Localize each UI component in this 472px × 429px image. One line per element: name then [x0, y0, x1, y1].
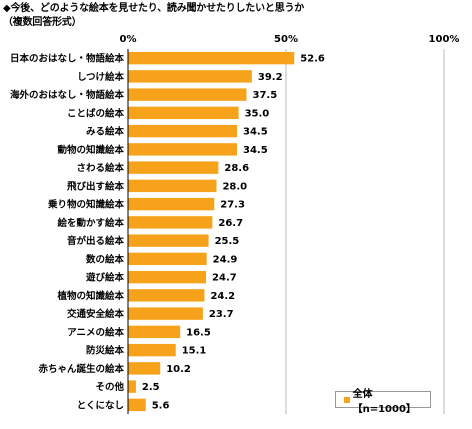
category-label: アニメの絵本 [67, 326, 124, 338]
value-label: 10.2 [166, 364, 191, 375]
value-label: 27.3 [220, 200, 245, 211]
bar [128, 234, 209, 247]
bar [128, 216, 213, 229]
bar [128, 343, 176, 357]
value-label: 52.6 [300, 54, 325, 65]
tick-label: 100% [429, 34, 460, 45]
category-label: その他 [95, 381, 124, 393]
bar [128, 307, 203, 320]
bar [128, 270, 207, 284]
bar [128, 197, 215, 211]
category-label: ことばの絵本 [67, 107, 125, 119]
value-label: 23.7 [209, 309, 234, 320]
bar [128, 398, 146, 412]
value-label: 37.5 [253, 90, 278, 101]
bar [128, 289, 205, 302]
bar [128, 106, 239, 120]
chart-title: ◆今後、どのような絵本を見せたり、読み聞かせたりしたいと思うか [3, 3, 305, 14]
tick-label: 50% [274, 34, 298, 45]
bar [128, 161, 219, 174]
chart-subtitle: （複数回答形式） [3, 17, 82, 28]
category-label: 飛び出す絵本 [66, 180, 125, 192]
category-label: とくになし [77, 400, 124, 411]
value-label: 34.5 [243, 145, 268, 156]
category-label: 遊び絵本 [86, 272, 125, 284]
bar [128, 51, 295, 65]
category-label: 赤ちゃん誕生の絵本 [38, 363, 124, 375]
category-label: 音が出る絵本 [67, 235, 125, 247]
value-label: 24.9 [213, 254, 238, 265]
bar [128, 88, 247, 101]
value-label: 35.0 [245, 108, 270, 119]
value-label: 39.2 [258, 72, 283, 83]
bar [128, 70, 252, 83]
bar [128, 380, 136, 393]
value-label: 16.5 [186, 327, 211, 338]
bar [128, 124, 238, 138]
bar [128, 143, 238, 156]
value-label: 34.5 [243, 127, 268, 138]
bar [128, 252, 207, 266]
category-label: 日本のおはなし・物語絵本 [10, 53, 125, 65]
category-label: 動物の知識絵本 [57, 144, 124, 156]
value-label: 24.2 [210, 291, 235, 302]
value-label: 28.6 [224, 163, 249, 174]
tick-label: 0% [120, 34, 137, 45]
legend-swatch [344, 396, 350, 403]
category-label: 数の絵本 [85, 253, 125, 265]
legend: 全体【n=1000】 [335, 389, 431, 415]
category-label: 植物の知識絵本 [56, 290, 124, 302]
legend-label: 全体【n=1000】 [352, 388, 416, 415]
value-label: 2.5 [142, 382, 160, 393]
category-label: 防災絵本 [86, 345, 125, 357]
category-label: 交通安全絵本 [67, 308, 125, 320]
bar [128, 179, 217, 193]
bar [128, 325, 181, 339]
category-label: 絵を動かす絵本 [57, 217, 124, 229]
value-label: 24.7 [212, 273, 237, 284]
category-label: さわる絵本 [76, 162, 124, 174]
value-label: 25.5 [215, 236, 240, 247]
value-label: 28.0 [222, 181, 247, 192]
category-label: しつけ絵本 [77, 71, 124, 83]
value-label: 15.1 [182, 346, 207, 357]
value-label: 5.6 [152, 400, 170, 411]
value-label: 26.7 [218, 218, 243, 229]
bar [128, 362, 161, 375]
category-label: 海外のおはなし・物語絵本 [10, 89, 125, 101]
category-label: 乗り物の知識絵本 [48, 199, 125, 211]
category-label: みる絵本 [86, 126, 125, 138]
